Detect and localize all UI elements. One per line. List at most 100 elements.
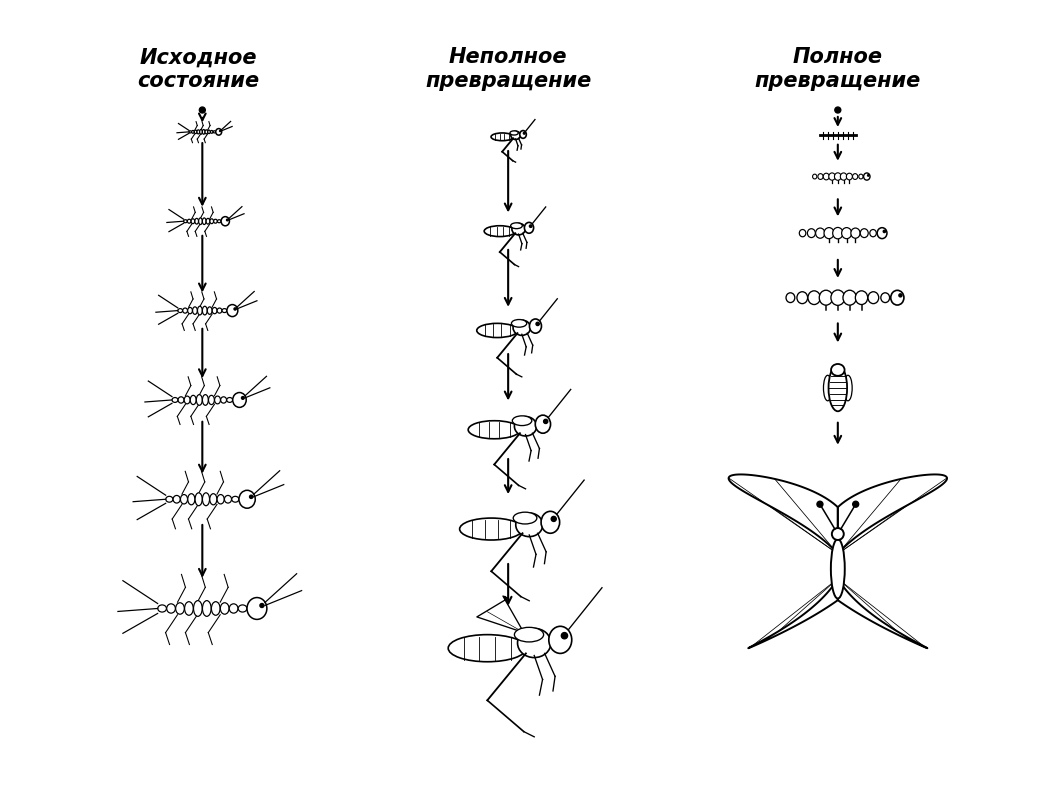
Ellipse shape [198,218,202,225]
Ellipse shape [176,603,184,614]
Ellipse shape [222,309,227,313]
Ellipse shape [824,375,832,401]
Ellipse shape [229,604,237,613]
Ellipse shape [469,421,520,439]
Ellipse shape [852,173,858,180]
Ellipse shape [183,220,188,223]
Ellipse shape [878,228,887,239]
Ellipse shape [227,305,237,317]
Ellipse shape [516,513,543,537]
Ellipse shape [525,222,533,233]
Ellipse shape [210,494,217,505]
Ellipse shape [511,223,523,229]
Ellipse shape [202,492,210,506]
Ellipse shape [222,217,229,226]
Ellipse shape [818,173,824,180]
Circle shape [544,419,548,423]
Ellipse shape [180,495,188,504]
Ellipse shape [213,131,215,133]
Circle shape [234,308,236,310]
Circle shape [852,501,859,507]
Ellipse shape [238,490,255,508]
Ellipse shape [813,174,817,179]
Ellipse shape [842,228,851,239]
Ellipse shape [210,131,213,133]
Ellipse shape [484,225,515,236]
Circle shape [260,604,264,608]
Ellipse shape [832,528,844,540]
Circle shape [199,107,206,113]
Text: Неполное
превращение: Неполное превращение [425,47,591,91]
Ellipse shape [194,130,197,134]
Circle shape [536,322,540,325]
Ellipse shape [209,396,214,404]
Ellipse shape [881,293,889,303]
Ellipse shape [202,395,209,405]
Ellipse shape [158,605,166,612]
Ellipse shape [202,600,211,616]
Ellipse shape [808,229,815,237]
Ellipse shape [477,323,517,337]
Ellipse shape [202,307,207,315]
Ellipse shape [512,416,532,426]
Ellipse shape [513,320,531,336]
Ellipse shape [819,290,833,305]
Circle shape [551,516,556,522]
Ellipse shape [227,397,232,403]
Ellipse shape [208,130,210,134]
Ellipse shape [831,539,845,599]
Ellipse shape [535,415,550,433]
Ellipse shape [192,131,194,133]
Circle shape [524,132,525,134]
Ellipse shape [214,219,217,223]
Ellipse shape [225,496,231,503]
Ellipse shape [233,392,246,407]
Ellipse shape [529,319,542,333]
Circle shape [219,130,220,132]
Ellipse shape [831,364,845,376]
Ellipse shape [165,496,173,502]
Ellipse shape [833,228,843,239]
Circle shape [529,225,532,228]
Ellipse shape [799,229,806,236]
Ellipse shape [217,220,222,223]
Circle shape [562,633,567,639]
Ellipse shape [193,307,197,314]
Circle shape [227,219,228,221]
Circle shape [249,495,252,499]
Ellipse shape [512,223,526,235]
Ellipse shape [513,512,536,524]
Ellipse shape [797,292,808,303]
Ellipse shape [831,290,845,306]
Ellipse shape [861,229,868,237]
Ellipse shape [216,128,222,135]
Ellipse shape [196,395,202,405]
Ellipse shape [841,173,847,180]
Ellipse shape [190,396,196,404]
Ellipse shape [510,131,518,135]
Ellipse shape [843,290,856,305]
Ellipse shape [205,130,208,134]
Ellipse shape [195,492,202,506]
Ellipse shape [217,495,225,504]
Ellipse shape [178,397,184,403]
Ellipse shape [514,417,536,436]
Ellipse shape [197,307,202,315]
Ellipse shape [194,600,202,616]
Circle shape [867,175,869,177]
Ellipse shape [864,173,870,180]
Ellipse shape [247,597,267,619]
Text: Исходное
состояние: Исходное состояние [138,47,260,91]
Ellipse shape [519,131,527,139]
Ellipse shape [808,291,820,304]
Ellipse shape [824,228,834,239]
Ellipse shape [511,131,520,139]
Ellipse shape [166,604,175,613]
Circle shape [817,501,823,507]
Ellipse shape [238,605,247,612]
Ellipse shape [834,173,842,180]
Ellipse shape [541,511,560,533]
Circle shape [835,107,841,113]
Ellipse shape [210,219,213,224]
Ellipse shape [214,396,220,403]
